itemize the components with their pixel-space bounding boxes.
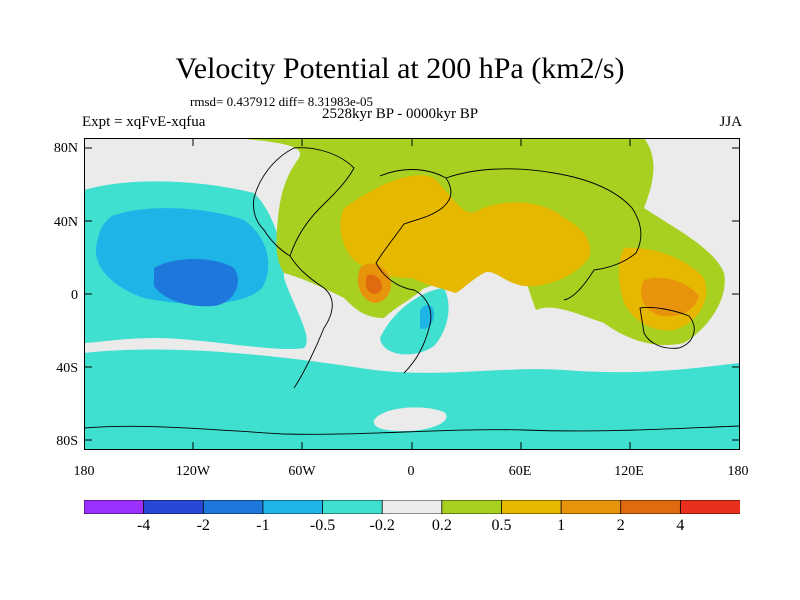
- colorbar-cell: [560, 500, 622, 514]
- lon-label-180w: 180: [73, 464, 95, 479]
- lon-label-60e: 60E: [508, 464, 532, 479]
- colorbar: [84, 500, 740, 514]
- experiment-label: Expt = xqFvE-xqfua: [82, 114, 206, 130]
- chart-title: Velocity Potential at 200 hPa (km2/s): [175, 52, 625, 85]
- colorbar-cell: [441, 500, 503, 514]
- colorbar-cell: [501, 500, 562, 514]
- atlantic-teal-region: [380, 288, 449, 355]
- colorbar-label: 0.2: [431, 517, 452, 534]
- lat-label-40s: 40S: [56, 361, 78, 376]
- season-label: JJA: [719, 114, 742, 130]
- map-ticks: [84, 138, 740, 450]
- velocity-potential-map: [84, 138, 740, 450]
- lat-label-80s: 80S: [56, 434, 78, 449]
- colorbar-cell: [202, 500, 264, 514]
- colorbar-label: 2: [616, 517, 625, 534]
- lon-label-120w: 120W: [175, 464, 211, 479]
- colorbar-cell: [84, 500, 145, 514]
- colorbar-cell: [143, 500, 205, 514]
- lat-label-40n: 40N: [53, 215, 78, 230]
- colorbar-label: -1: [256, 517, 270, 534]
- positive-orange-core-pacific: [641, 277, 699, 317]
- southern-teal-band: [84, 349, 740, 450]
- colorbar-label: 4: [676, 517, 685, 534]
- colorbar-label: -2: [196, 517, 210, 534]
- colorbar-cell: [679, 500, 740, 514]
- stats-line: rmsd= 0.437912 diff= 8.31983e-05: [190, 94, 374, 109]
- lon-label-60w: 60W: [288, 464, 316, 479]
- positive-darkorange-core: [366, 274, 382, 294]
- colorbar-label: -4: [136, 517, 151, 534]
- colorbar-label: 0.5: [491, 517, 512, 534]
- colorbar-cell: [381, 500, 443, 514]
- pacific-blue-core: [154, 259, 238, 307]
- colorbar-cell: [322, 500, 384, 514]
- lon-label-0: 0: [407, 464, 415, 479]
- antarctic-neutral-patch: [373, 407, 447, 431]
- lon-label-180e: 180: [727, 464, 749, 479]
- colorbar-cell: [262, 500, 324, 514]
- colorbar-label: -0.2: [369, 517, 395, 534]
- lat-label-80n: 80N: [53, 141, 78, 156]
- colorbar-cell: [620, 500, 682, 514]
- colorbar-label: -0.5: [309, 517, 336, 534]
- lon-label-120e: 120E: [614, 464, 644, 479]
- colorbar-label: 1: [557, 517, 566, 534]
- lat-label-0: 0: [71, 288, 78, 303]
- positive-yellow-region: [340, 175, 591, 293]
- coastlines: [84, 147, 740, 435]
- period-line: 2528kyr BP - 0000kyr BP: [322, 106, 479, 122]
